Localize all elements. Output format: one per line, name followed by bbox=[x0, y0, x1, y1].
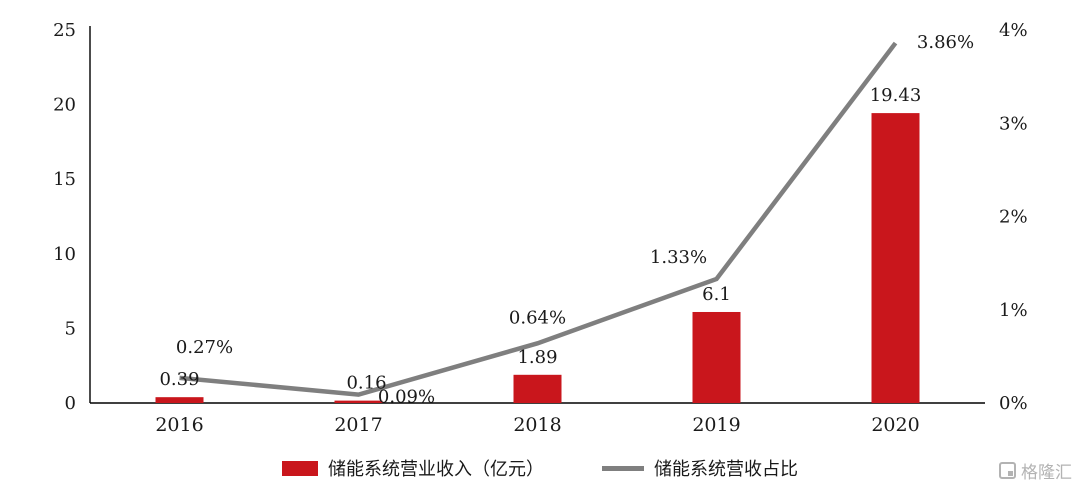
bar-value-label: 0.39 bbox=[159, 369, 199, 390]
bar-value-label: 1.89 bbox=[517, 347, 557, 368]
legend-bar-label: 储能系统营业收入（亿元） bbox=[328, 459, 544, 480]
right-axis-tick-label: 2% bbox=[999, 207, 1028, 228]
pct-value-label: 0.27% bbox=[176, 337, 233, 358]
bar-value-label: 0.16 bbox=[346, 373, 386, 394]
x-axis-label: 2018 bbox=[513, 414, 561, 436]
x-axis-label: 2020 bbox=[871, 414, 919, 436]
revenue-bar bbox=[871, 113, 920, 403]
pct-value-label: 3.86% bbox=[917, 32, 974, 53]
right-axis-tick-label: 4% bbox=[999, 20, 1028, 41]
pct-value-label: 0.64% bbox=[509, 307, 566, 328]
revenue-bar bbox=[692, 311, 741, 403]
legend-line-swatch-icon bbox=[602, 465, 644, 471]
bar-value-label: 19.43 bbox=[870, 85, 922, 106]
legend-bar-swatch-icon bbox=[282, 460, 318, 476]
left-axis-tick-label: 20 bbox=[53, 95, 76, 116]
legend: 储能系统营业收入（亿元） 储能系统营收占比 bbox=[0, 455, 1080, 481]
left-axis-tick-label: 0 bbox=[65, 393, 76, 414]
left-axis-tick-label: 10 bbox=[53, 244, 76, 265]
left-axis-tick-label: 15 bbox=[53, 169, 76, 190]
right-axis-tick-label: 3% bbox=[999, 113, 1028, 134]
right-axis-tick-label: 1% bbox=[999, 300, 1028, 321]
legend-item-ratio: 储能系统营收占比 bbox=[602, 455, 798, 481]
x-axis-label: 2019 bbox=[692, 414, 740, 436]
pct-value-label: 0.09% bbox=[378, 387, 435, 408]
right-axis-tick-label: 0% bbox=[999, 393, 1028, 414]
ratio-line bbox=[179, 41, 898, 397]
x-axis-label: 2017 bbox=[334, 414, 382, 436]
revenue-bar bbox=[513, 374, 562, 403]
watermark-text: 格隆汇 bbox=[1021, 463, 1072, 483]
gelonghui-watermark: 格隆汇 bbox=[999, 458, 1072, 483]
revenue-bar bbox=[334, 400, 383, 403]
gelonghui-logo-icon bbox=[999, 462, 1016, 479]
revenue-bar bbox=[155, 397, 204, 403]
x-axis-label: 2016 bbox=[155, 414, 203, 436]
bar-value-label: 6.1 bbox=[702, 284, 731, 305]
legend-line-label: 储能系统营收占比 bbox=[654, 459, 798, 480]
left-axis-tick-label: 5 bbox=[65, 318, 76, 339]
legend-item-revenue: 储能系统营业收入（亿元） bbox=[282, 455, 544, 481]
left-axis-tick-label: 25 bbox=[53, 20, 76, 41]
pct-value-label: 1.33% bbox=[650, 247, 707, 268]
